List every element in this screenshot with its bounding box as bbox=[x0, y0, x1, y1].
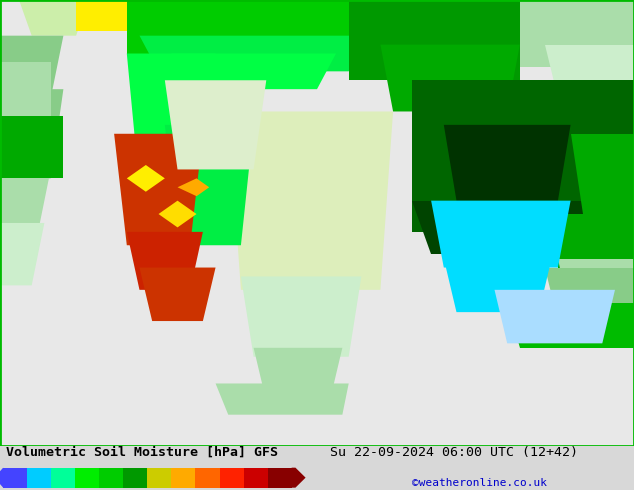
Polygon shape bbox=[228, 112, 393, 290]
Polygon shape bbox=[0, 116, 63, 178]
Polygon shape bbox=[571, 134, 634, 214]
Polygon shape bbox=[380, 45, 520, 112]
Polygon shape bbox=[412, 201, 602, 254]
Polygon shape bbox=[127, 232, 203, 290]
Bar bbox=[243, 467, 268, 488]
Bar bbox=[51, 467, 75, 488]
Polygon shape bbox=[0, 62, 51, 116]
Polygon shape bbox=[254, 348, 342, 401]
Polygon shape bbox=[558, 259, 634, 321]
Polygon shape bbox=[0, 0, 634, 446]
FancyArrow shape bbox=[292, 467, 306, 488]
Polygon shape bbox=[139, 36, 368, 72]
Polygon shape bbox=[165, 125, 254, 245]
Polygon shape bbox=[76, 0, 127, 31]
Polygon shape bbox=[216, 384, 349, 415]
Polygon shape bbox=[0, 89, 63, 178]
Bar bbox=[124, 467, 147, 488]
Polygon shape bbox=[158, 201, 197, 227]
Polygon shape bbox=[412, 80, 634, 232]
Polygon shape bbox=[127, 53, 216, 187]
Polygon shape bbox=[139, 268, 216, 321]
Polygon shape bbox=[178, 178, 209, 196]
Polygon shape bbox=[0, 170, 51, 232]
Bar bbox=[3, 467, 27, 488]
Polygon shape bbox=[520, 0, 634, 67]
Polygon shape bbox=[558, 214, 634, 276]
Polygon shape bbox=[444, 125, 571, 201]
Bar bbox=[268, 467, 292, 488]
Polygon shape bbox=[165, 80, 266, 170]
Polygon shape bbox=[349, 0, 520, 80]
Polygon shape bbox=[127, 0, 412, 53]
Text: ©weatheronline.co.uk: ©weatheronline.co.uk bbox=[412, 478, 547, 488]
Bar bbox=[171, 467, 195, 488]
Polygon shape bbox=[0, 223, 44, 285]
Polygon shape bbox=[171, 53, 336, 89]
Bar bbox=[219, 467, 243, 488]
Bar bbox=[147, 467, 171, 488]
Bar bbox=[75, 467, 100, 488]
Text: Su 22-09-2024 06:00 UTC (12+42): Su 22-09-2024 06:00 UTC (12+42) bbox=[330, 446, 578, 459]
Polygon shape bbox=[0, 36, 63, 98]
Text: Volumetric Soil Moisture [hPa] GFS: Volumetric Soil Moisture [hPa] GFS bbox=[6, 446, 278, 459]
Polygon shape bbox=[444, 259, 552, 312]
FancyArrow shape bbox=[0, 467, 3, 488]
Bar bbox=[27, 467, 51, 488]
Bar bbox=[195, 467, 219, 488]
Polygon shape bbox=[495, 290, 615, 343]
Polygon shape bbox=[507, 303, 634, 348]
Polygon shape bbox=[19, 0, 89, 36]
Polygon shape bbox=[545, 45, 634, 98]
Polygon shape bbox=[114, 134, 203, 245]
Polygon shape bbox=[241, 276, 361, 357]
Polygon shape bbox=[431, 201, 571, 268]
Polygon shape bbox=[127, 165, 165, 192]
Polygon shape bbox=[545, 268, 634, 321]
Bar bbox=[100, 467, 124, 488]
